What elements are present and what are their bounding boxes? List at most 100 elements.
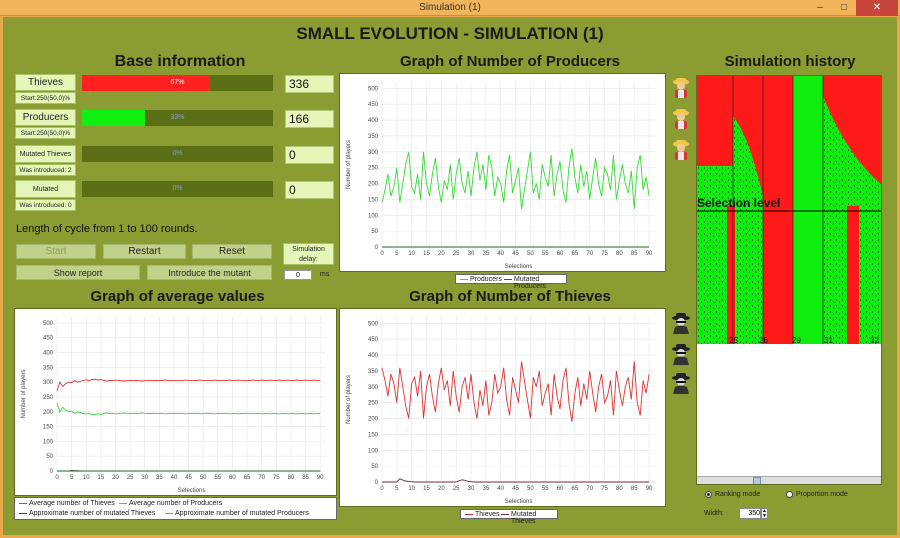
legend-label-thieves: Thieves <box>475 511 500 518</box>
x-tick-label: 45 <box>512 251 519 257</box>
history-scroll-thumb[interactable] <box>753 477 761 484</box>
row-progress-0: 67% <box>82 75 273 91</box>
farmer-icon <box>673 78 689 98</box>
history-panel[interactable]: Selection level 25 26 29 31 32 <box>696 75 882 485</box>
legend-label-producers: Producers <box>470 276 502 283</box>
row-label-1: Producers <box>15 109 76 126</box>
y-tick-label: 50 <box>371 464 378 470</box>
y-tick-label: 200 <box>43 410 54 416</box>
y-tick-label: 150 <box>368 432 379 438</box>
x-tick-label: 0 <box>380 251 384 257</box>
y-tick-label: 0 <box>375 245 379 251</box>
row-progress-text-3: 0% <box>172 185 183 192</box>
y-tick-label: 200 <box>368 417 379 423</box>
y-tick-label: 150 <box>368 197 379 203</box>
row-label-3: Mutated Producers <box>15 180 76 210</box>
proportion-mode-radio[interactable] <box>786 491 793 498</box>
y-tick-label: 150 <box>43 425 54 431</box>
x-tick-label: 45 <box>185 475 192 481</box>
y-tick-label: 500 <box>368 321 379 327</box>
x-tick-label: 60 <box>229 475 236 481</box>
legend-label-approx-mutated-thieves: Approximate number of mutated Thieves <box>29 510 156 517</box>
y-tick-label: 50 <box>46 454 53 460</box>
y-tick-label: 0 <box>50 469 54 475</box>
x-tick-label: 85 <box>631 251 638 257</box>
y-tick-label: 200 <box>368 182 379 188</box>
history-label-1: 26 <box>759 336 768 345</box>
history-scrollbar[interactable] <box>697 476 881 484</box>
close-button[interactable]: ✕ <box>856 0 898 16</box>
x-tick-label: 40 <box>171 475 178 481</box>
x-axis-label: Selections <box>505 264 533 270</box>
y-tick-label: 100 <box>368 213 379 219</box>
legend-swatch-mutated-producers <box>504 279 512 280</box>
width-spinner-arrows[interactable]: ▲ ▼ <box>761 508 768 519</box>
x-tick-label: 50 <box>527 486 534 492</box>
minimize-button[interactable]: – <box>817 2 823 13</box>
x-tick-label: 40 <box>497 251 504 257</box>
width-spinner-input[interactable] <box>739 508 761 519</box>
y-axis-label: Number of players <box>346 375 352 424</box>
x-tick-label: 80 <box>616 251 623 257</box>
row-progress-text-0: 67% <box>170 79 185 86</box>
history-label-3: 31 <box>824 336 833 345</box>
row-value-0: 336 <box>285 75 334 93</box>
legend-swatch-approx-mutated-thieves <box>19 513 27 514</box>
maximize-button[interactable]: □ <box>840 2 848 13</box>
history-label-2: 29 <box>792 336 801 345</box>
row-label-2: Mutated Thieves <box>15 145 76 163</box>
row-label-0: Thieves <box>15 74 76 91</box>
window-titlebar <box>0 0 900 16</box>
ranking-mode-radio[interactable] <box>705 491 712 498</box>
x-tick-label: 35 <box>156 475 163 481</box>
thief-icon <box>672 373 690 394</box>
y-tick-label: 350 <box>368 134 379 140</box>
legend-swatch-producers <box>460 279 468 280</box>
x-tick-label: 20 <box>112 475 119 481</box>
start-button[interactable]: Start <box>16 244 96 259</box>
x-tick-label: 30 <box>141 475 148 481</box>
reset-button[interactable]: Reset <box>192 244 272 259</box>
x-tick-label: 20 <box>438 251 445 257</box>
legend-swatch-avg-producers <box>119 503 127 504</box>
row-sub-0: Start:250(50,0)% <box>15 92 76 104</box>
x-tick-label: 75 <box>601 486 608 492</box>
restart-button[interactable]: Restart <box>103 244 186 259</box>
proportion-mode-label: Proportion mode <box>796 491 848 498</box>
x-tick-label: 15 <box>98 475 105 481</box>
show-report-button[interactable]: Show report <box>16 265 140 280</box>
row-progress-fill-1 <box>82 110 146 126</box>
x-tick-label: 20 <box>438 486 445 492</box>
x-tick-label: 55 <box>542 486 549 492</box>
row-value-3: 0 <box>285 181 334 199</box>
x-tick-label: 40 <box>497 486 504 492</box>
legend-label-avg-producers: Average number of Producers <box>129 500 223 507</box>
x-tick-label: 15 <box>423 486 430 492</box>
y-tick-label: 500 <box>368 86 379 92</box>
x-tick-label: 0 <box>55 475 59 481</box>
introduce-mutant-button[interactable]: Introduce the mutant <box>147 265 272 280</box>
x-tick-label: 65 <box>572 486 579 492</box>
x-tick-label: 25 <box>453 486 460 492</box>
x-tick-label: 0 <box>380 486 384 492</box>
legend-label-mutated-producers: Mutated Producers <box>514 276 546 290</box>
farmer-icon <box>673 109 689 129</box>
thieves-legend: Thieves Mutated Thieves <box>460 509 558 525</box>
y-tick-label: 450 <box>368 102 379 108</box>
x-tick-label: 65 <box>244 475 251 481</box>
averages-chart-panel: 0 50 100 150 200 250 300 350 400 450 500 0 5 10 15 20 25… <box>14 308 337 496</box>
x-tick-label: 60 <box>557 251 564 257</box>
x-tick-label: 30 <box>468 486 475 492</box>
row-value-2: 0 <box>285 146 334 164</box>
base-info-title: Base information <box>114 53 246 70</box>
y-tick-label: 400 <box>43 351 54 357</box>
history-label-0: 25 <box>729 336 738 345</box>
delay-unit-label: ms <box>320 271 330 278</box>
x-tick-label: 85 <box>631 486 638 492</box>
x-tick-label: 90 <box>646 486 653 492</box>
legend-label-mutated-thieves: Mutated Thieves <box>511 511 537 525</box>
thieves-chart: 0 50 100 150 200 250 300 350 400 450 500 0 5 10 15 20 25… <box>346 317 655 505</box>
legend-label-approx-mutated-producers: Approximate number of mutated Producers <box>175 510 309 517</box>
row-sub-3: Was introduced: 0 <box>15 199 76 211</box>
simulation-delay-input[interactable] <box>284 270 312 280</box>
